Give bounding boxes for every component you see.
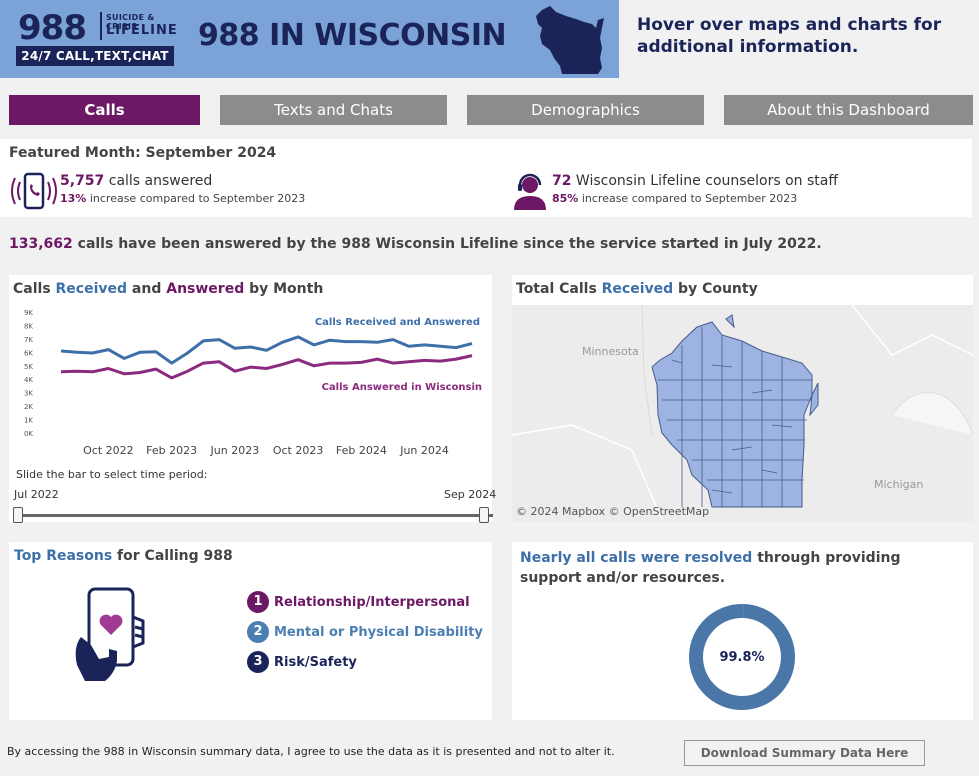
x-tick-label: Feb 2024 <box>336 444 387 457</box>
wisconsin-counties[interactable] <box>651 314 819 508</box>
reason-item-3: 3 Risk/Safety <box>247 651 357 673</box>
counselors-pct-label: increase compared to September 2023 <box>578 192 798 205</box>
y-tick-label: 3K <box>24 390 33 398</box>
map-title-part-1: Total Calls <box>516 281 602 297</box>
reason-label-1: Relationship/Interpersonal <box>274 594 470 610</box>
logo-tagline: 24/7 CALL,TEXT,CHAT <box>16 46 174 66</box>
calls-pct-label: increase compared to September 2023 <box>86 192 306 205</box>
x-tick-label: Oct 2023 <box>273 444 324 457</box>
hover-instructions: Hover over maps and charts for additiona… <box>637 15 942 57</box>
calls-resolved-panel: Nearly all calls were resolved through p… <box>512 542 973 720</box>
reason-label-2: Mental or Physical Disability <box>274 624 483 640</box>
calls-answered-stat: 5,757 calls answered 13% increase compar… <box>60 173 305 205</box>
line-title-part-3: by Month <box>244 281 324 297</box>
logo-divider <box>100 12 102 40</box>
series-line-2[interactable] <box>60 354 473 380</box>
reason-item-2: 2 Mental or Physical Disability <box>247 621 483 643</box>
reasons-title-part-2: for Calling 988 <box>112 548 233 564</box>
y-tick-label: 7K <box>24 336 33 344</box>
line-title-answered: Answered <box>166 281 245 297</box>
calls-by-month-panel: Calls Received and Answered by Month 0K 1… <box>9 275 496 523</box>
y-tick-label: 9K <box>24 309 33 317</box>
reasons-title-part-1: Top Reasons <box>14 548 113 564</box>
reason-rank-2: 2 <box>247 621 269 643</box>
988-lifeline-logo: 988 SUICIDE & CRISIS LIFELINE 24/7 CALL,… <box>12 8 177 68</box>
map-label-minnesota: Minnesota <box>582 345 639 358</box>
slider-start-label: Jul 2022 <box>14 488 59 501</box>
featured-month-panel: Featured Month: September 2024 5,757 cal… <box>0 139 972 217</box>
total-calls-value: 133,662 <box>9 236 73 252</box>
x-tick-label: Oct 2022 <box>83 444 134 457</box>
counselors-label: Wisconsin Lifeline counselors on staff <box>571 173 839 189</box>
time-slider-track[interactable] <box>21 514 493 517</box>
series-label-1: Calls Received and Answered <box>315 317 480 328</box>
resolved-donut-chart[interactable] <box>512 542 973 720</box>
y-tick-label: 4K <box>24 376 33 384</box>
map-title-part-2: by County <box>673 281 758 297</box>
line-chart-title: Calls Received and Answered by Month <box>13 281 323 297</box>
line-chart[interactable]: 0K 1K 2K 3K 4K 5K 6K 7K 8K 9K Oct 2022 Feb 2023 Jun … <box>9 275 492 465</box>
header-banner: 988 SUICIDE & CRISIS LIFELINE 24/7 CALL,… <box>0 0 619 78</box>
x-tick-label: Jun 2024 <box>399 444 449 457</box>
tab-about-dashboard[interactable]: About this Dashboard <box>724 95 973 125</box>
reason-label-3: Risk/Safety <box>274 654 357 670</box>
logo-lifeline-text: LIFELINE <box>106 23 178 38</box>
map-title: Total Calls Received by County <box>516 281 758 297</box>
line-title-received: Received <box>55 281 128 297</box>
counselors-stat: 72 Wisconsin Lifeline counselors on staf… <box>552 173 838 205</box>
page-title: 988 IN WISCONSIN <box>198 18 507 53</box>
reason-rank-3: 3 <box>247 651 269 673</box>
map-credit: © 2024 Mapbox © OpenStreetMap <box>516 505 710 518</box>
download-summary-button[interactable]: Download Summary Data Here <box>684 740 925 766</box>
county-map[interactable] <box>512 275 973 522</box>
resolved-percent-label: 99.8% <box>719 650 765 665</box>
y-tick-label: 1K <box>24 417 33 425</box>
y-tick-label: 0K <box>24 430 33 438</box>
tab-texts-and-chats[interactable]: Texts and Chats <box>220 95 447 125</box>
reason-rank-1: 1 <box>247 591 269 613</box>
counselors-pct-change: 85% <box>552 192 579 205</box>
slider-instructions: Slide the bar to select time period: <box>16 468 208 481</box>
featured-month-title: Featured Month: September 2024 <box>9 145 277 161</box>
top-reasons-panel: Top Reasons for Calling 988 1 Relationshi… <box>9 542 492 720</box>
resolved-title-part-2: through providing support and/or resourc… <box>520 550 901 586</box>
slider-end-label: Sep 2024 <box>444 488 497 501</box>
tab-calls[interactable]: Calls <box>9 95 200 125</box>
x-tick-label: Feb 2023 <box>146 444 197 457</box>
time-slider-end-handle[interactable] <box>479 507 489 523</box>
x-tick-label: Jun 2023 <box>210 444 260 457</box>
total-calls-summary: 133,662 calls have been answered by the … <box>9 236 822 252</box>
data-use-disclaimer: By accessing the 988 in Wisconsin summar… <box>7 745 615 758</box>
y-tick-label: 5K <box>24 363 33 371</box>
phone-heart-icon <box>75 587 145 681</box>
map-title-received: Received <box>601 281 674 297</box>
county-map-panel: Total Calls Received by County Minnesota… <box>512 275 973 522</box>
y-tick-label: 6K <box>24 349 33 357</box>
resolved-title-part-1: Nearly all calls were resolved <box>520 550 753 566</box>
y-tick-label: 2K <box>24 403 33 411</box>
phone-ringing-icon <box>11 172 57 210</box>
calls-answered-value: 5,757 <box>60 173 105 189</box>
reasons-title: Top Reasons for Calling 988 <box>14 548 233 564</box>
y-tick-label: 8K <box>24 322 33 330</box>
series-line-1[interactable] <box>60 335 473 365</box>
calls-pct-change: 13% <box>60 192 87 205</box>
reason-item-1: 1 Relationship/Interpersonal <box>247 591 470 613</box>
wisconsin-state-icon <box>536 6 604 74</box>
calls-answered-label: calls answered <box>104 173 213 189</box>
logo-number: 988 <box>18 8 87 48</box>
line-title-part-1: Calls <box>13 281 56 297</box>
total-calls-text: calls have been answered by the 988 Wisc… <box>72 236 822 252</box>
counselors-value: 72 <box>552 173 572 189</box>
counselor-headset-icon <box>514 173 546 210</box>
time-slider-start-handle[interactable] <box>13 507 23 523</box>
line-title-part-2: and <box>127 281 167 297</box>
series-label-2: Calls Answered in Wisconsin <box>322 382 482 393</box>
logo-small-text: SUICIDE & CRISIS <box>106 13 155 31</box>
resolved-title: Nearly all calls were resolved through p… <box>520 548 960 588</box>
tab-demographics[interactable]: Demographics <box>467 95 704 125</box>
map-label-michigan: Michigan <box>874 478 924 491</box>
